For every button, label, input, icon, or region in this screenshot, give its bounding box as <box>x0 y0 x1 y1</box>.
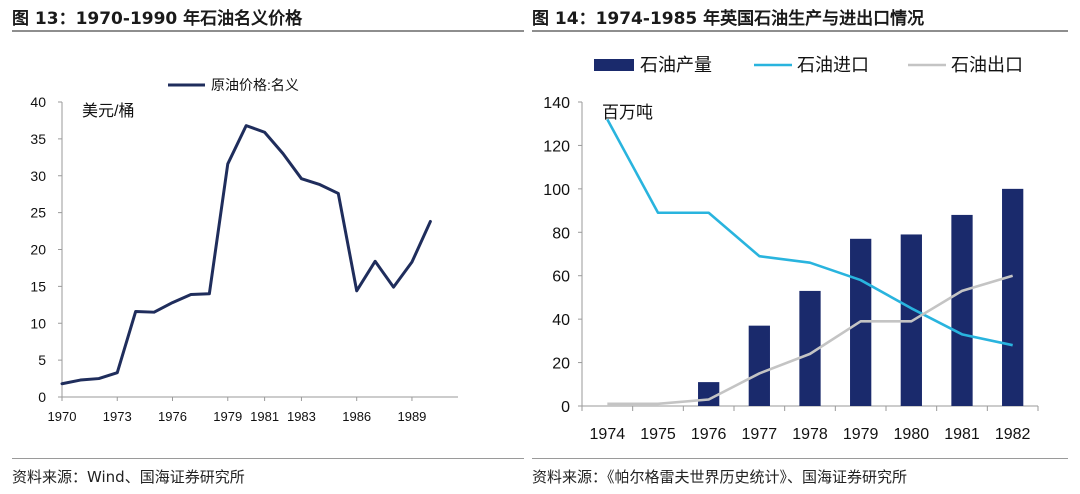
price-chart: 0 5 10 15 20 25 30 35 40 1970 1973 1976 1979 1981 1983… <box>30 77 458 424</box>
x-tick-label: 1977 <box>742 426 778 443</box>
y-unit-label: 美元/桶 <box>82 102 134 120</box>
x-tick-label: 1973 <box>103 409 132 424</box>
x-tick-label: 1976 <box>691 426 727 443</box>
legend-label-production: 石油产量 <box>640 55 712 75</box>
y-tick-label: 25 <box>30 205 46 221</box>
y-tick-label: 140 <box>543 95 570 112</box>
y-tick-label: 0 <box>561 399 570 416</box>
x-tick-label: 1986 <box>342 409 371 424</box>
x-tick-label: 1980 <box>894 426 930 443</box>
x-tick-label: 1974 <box>590 426 626 443</box>
production-bar <box>1002 188 1024 406</box>
y-tick-label: 20 <box>30 242 46 258</box>
y-tick-label: 60 <box>552 269 570 286</box>
export-series-line <box>607 274 1014 406</box>
production-bar <box>698 382 720 406</box>
left-source-rule <box>12 458 524 459</box>
x-tick-label: 1989 <box>397 409 426 424</box>
x-tick-label: 1976 <box>158 409 187 424</box>
right-source: 资料来源：《帕尔格雷夫世界历史统计》、国海证券研究所 <box>532 468 908 486</box>
production-bar <box>951 214 973 406</box>
y-tick-label: 20 <box>552 356 570 373</box>
x-tick-label: 1979 <box>843 426 879 443</box>
legend-label-price: 原油价格:名义 <box>211 77 299 93</box>
y-tick-label: 30 <box>30 168 46 184</box>
x-tick-label: 1979 <box>213 409 242 424</box>
left-title-rule <box>12 30 524 32</box>
y-unit-label: 百万吨 <box>602 103 653 122</box>
x-tick-label: 1983 <box>287 409 316 424</box>
left-source: 资料来源：Wind、国海证券研究所 <box>12 468 245 486</box>
y-tick-label: 5 <box>38 352 46 368</box>
legend-label-export: 石油出口 <box>951 55 1023 75</box>
legend-swatch-production <box>594 59 634 71</box>
production-bar <box>799 290 821 406</box>
y-tick-label: 40 <box>552 312 570 329</box>
y-tick-label: 100 <box>543 182 570 199</box>
x-tick-label: 1978 <box>792 426 828 443</box>
y-tick-label: 10 <box>30 315 46 331</box>
right-figure-title: 图 14：1974-1985 年英国石油生产与进出口情况 <box>532 9 925 29</box>
x-tick-label: 1975 <box>640 426 676 443</box>
x-tick-label: 1982 <box>995 426 1031 443</box>
y-tick-label: 40 <box>30 94 46 110</box>
y-tick-label: 35 <box>30 131 46 147</box>
production-bar <box>748 325 770 406</box>
import-series-line <box>606 118 1013 347</box>
uk-oil-chart: 0 20 40 60 80 100 120 140 1974 1975 1976 1977 1978 19… <box>543 55 1039 443</box>
x-tick-label: 1981 <box>944 426 980 443</box>
y-tick-label: 15 <box>30 278 46 294</box>
price-series-line <box>60 124 432 386</box>
legend-label-import: 石油进口 <box>797 55 869 75</box>
y-tick-label: 0 <box>38 389 46 405</box>
right-source-rule <box>532 458 1068 459</box>
x-tick-label: 1970 <box>48 409 77 424</box>
right-title-rule <box>532 30 1068 32</box>
x-tick-label: 1981 <box>250 409 279 424</box>
y-tick-label: 80 <box>552 225 570 242</box>
y-tick-label: 120 <box>543 138 570 155</box>
left-figure-title: 图 13：1970-1990 年石油名义价格 <box>12 9 303 29</box>
